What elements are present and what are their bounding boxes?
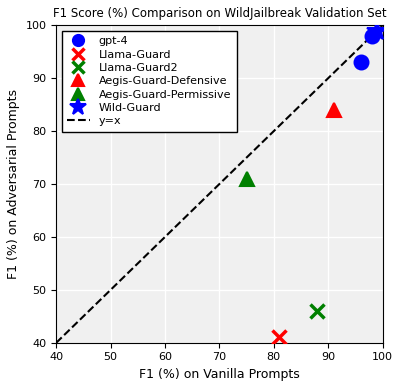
Legend: gpt-4, Llama-Guard, Llama-Guard2, Aegis-Guard-Defensive, Aegis-Guard-Permissive,: gpt-4, Llama-Guard, Llama-Guard2, Aegis-… — [62, 31, 236, 132]
Title: F1 Score (%) Comparison on WildJailbreak Validation Set: F1 Score (%) Comparison on WildJailbreak… — [52, 7, 386, 20]
Line: gpt-4: gpt-4 — [354, 29, 379, 69]
y=x — [364, 39, 368, 43]
y=x — [67, 328, 72, 333]
X-axis label: F1 (%) on Vanilla Prompts: F1 (%) on Vanilla Prompts — [139, 368, 300, 381]
y=x — [141, 256, 146, 261]
gpt-4 — [358, 60, 363, 65]
y=x — [74, 321, 78, 326]
y=x — [352, 50, 357, 55]
Y-axis label: F1 (%) on Adversarial Prompts: F1 (%) on Adversarial Prompts — [7, 89, 20, 279]
y=x — [54, 340, 59, 345]
y=x — [380, 23, 385, 28]
gpt-4 — [369, 33, 374, 38]
y=x — [114, 281, 119, 286]
Line: y=x: y=x — [56, 25, 382, 343]
